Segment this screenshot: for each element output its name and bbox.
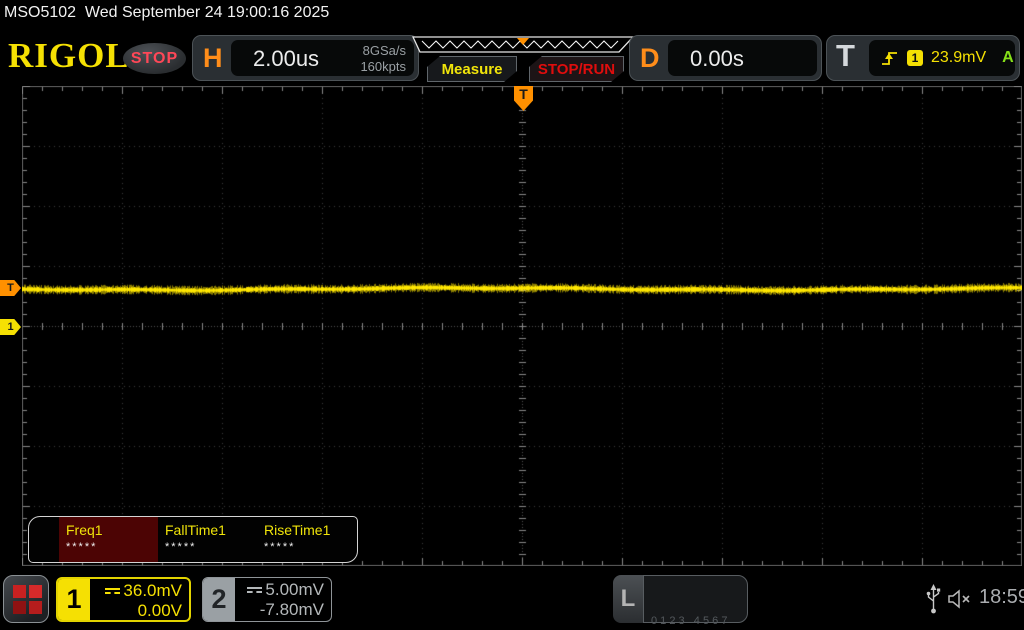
measurement-value: ***** [264, 541, 296, 553]
rising-edge-icon [882, 52, 897, 65]
usb-icon [926, 584, 941, 614]
measurement-item-risetime1[interactable]: RiseTime1 ***** [257, 517, 356, 562]
rigol-logo: RIGOL [8, 36, 130, 75]
timebase-value: 2.00us [253, 46, 320, 71]
logic-row-1: 0 1 2 3 4 5 6 7 [651, 614, 728, 627]
channel2-values: 5.00mV -7.80mV [235, 578, 331, 621]
apps-menu-button[interactable] [3, 575, 49, 623]
trigger-sweep-mode: A [1002, 49, 1014, 66]
acquisition-info: 8GSa/s 160kpts [360, 43, 406, 74]
channel2-number-tab: 2 [203, 578, 235, 621]
measurement-item-freq1[interactable]: Freq1 ***** [59, 517, 158, 562]
logic-label-tab: L [613, 575, 643, 623]
measurement-value: ***** [165, 541, 197, 553]
waveform-display[interactable] [22, 86, 1022, 566]
horizontal-inner: 2.00us 8GSa/s 160kpts [231, 40, 414, 76]
channel1-offset: 0.00V [137, 601, 182, 621]
memory-depth: 160kpts [360, 58, 406, 74]
dc-coupling-icon [247, 586, 263, 595]
channel1-number-tab: 1 [58, 579, 90, 620]
apps-grid-icon [29, 601, 42, 614]
channel2-scale: 5.00mV [265, 580, 324, 599]
apps-grid-icon [13, 585, 26, 598]
channel1-values: 36.0mV 0.00V [90, 579, 189, 620]
channel1-status-box[interactable]: 1 36.0mV 0.00V [56, 577, 191, 622]
trigger-level-marker[interactable]: T [0, 280, 21, 296]
waveform-memory-bar[interactable] [412, 36, 635, 54]
measurement-results-box: Freq1 ***** FallTime1 ***** RiseTime1 **… [28, 516, 358, 563]
logic-channels-box[interactable]: L 0 1 2 3 4 5 6 7 8 9 10 11 12 13 14 15 [613, 575, 748, 627]
speaker-muted-icon[interactable] [946, 588, 974, 610]
channel1-offset-marker[interactable]: 1 [0, 319, 21, 335]
dc-coupling-icon [105, 587, 121, 596]
measurement-label: RiseTime1 [264, 522, 331, 538]
trigger-inner: 1 23.9mV A [869, 40, 1015, 76]
delay-value: 0.00s [690, 46, 744, 71]
sample-rate: 8GSa/s [362, 43, 406, 58]
trigger-level-value: 23.9mV [931, 49, 987, 66]
channel2-status-box[interactable]: 2 5.00mV -7.80mV [202, 577, 332, 622]
horizontal-panel[interactable]: H 2.00us 8GSa/s 160kpts [192, 35, 419, 81]
trigger-label: T [836, 38, 855, 73]
horizontal-label: H [203, 43, 223, 73]
measure-button[interactable]: Measure [427, 56, 517, 82]
trigger-panel[interactable]: T 1 23.9mV A [826, 35, 1020, 81]
delay-label: D [640, 43, 660, 73]
delay-panel[interactable]: D 0.00s [629, 35, 822, 81]
logic-channel-list: 0 1 2 3 4 5 6 7 8 9 10 11 12 13 14 15 [643, 575, 748, 627]
measurement-label: FallTime1 [165, 522, 226, 538]
trigger-position-marker[interactable]: T [514, 86, 533, 111]
model-and-datetime: MSO5102 Wed September 24 19:00:16 2025 [4, 4, 330, 21]
clock: 18:59 [979, 586, 1024, 608]
trigger-source-badge: 1 [907, 50, 923, 66]
measurement-value: ***** [66, 541, 98, 553]
run-state-badge: STOP [123, 43, 186, 74]
channel1-scale: 36.0mV [123, 581, 182, 600]
apps-grid-icon [29, 585, 42, 598]
apps-grid-icon [13, 601, 26, 614]
measurement-label: Freq1 [66, 522, 103, 538]
channel2-offset: -7.80mV [259, 600, 324, 620]
stop-run-button[interactable]: STOP/RUN [529, 56, 624, 82]
measurement-box-pad [29, 517, 59, 562]
measurement-item-falltime1[interactable]: FallTime1 ***** [158, 517, 257, 562]
delay-inner: 0.00s [668, 40, 817, 76]
memory-position-marker-icon [517, 38, 529, 45]
